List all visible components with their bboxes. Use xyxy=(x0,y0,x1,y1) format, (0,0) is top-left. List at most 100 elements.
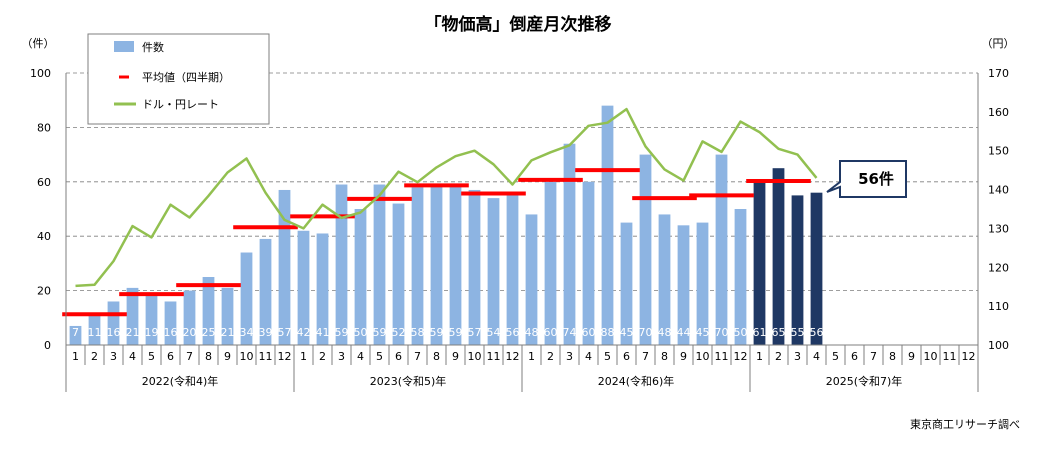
bar xyxy=(620,222,633,345)
year-label: 2023(令和5)年 xyxy=(370,374,447,388)
bar-value-label: 59 xyxy=(335,326,349,339)
month-label: 7 xyxy=(642,350,649,363)
year-label: 2022(令和4)年 xyxy=(142,374,219,388)
right-y-axis: 100 110 120 130 140 150 160 170 xyxy=(988,67,1009,352)
bar-value-label: 34 xyxy=(240,326,254,339)
bar-value-label: 16 xyxy=(164,326,178,339)
right-y-tick-label: 170 xyxy=(988,67,1009,80)
bar xyxy=(411,187,424,345)
left-y-axis: 0 20 40 60 80 100 xyxy=(30,67,51,352)
bar xyxy=(107,301,120,345)
bar xyxy=(69,325,82,345)
bar-value-label: 57 xyxy=(278,326,292,339)
bar xyxy=(772,168,785,345)
bar xyxy=(183,290,196,345)
bar xyxy=(297,230,310,345)
left-y-tick-label: 80 xyxy=(37,121,51,134)
bar xyxy=(639,154,652,345)
bar xyxy=(791,195,804,345)
bar-value-label: 56 xyxy=(810,326,824,339)
bar-value-label: 59 xyxy=(430,326,444,339)
bar-value-label: 7 xyxy=(72,326,79,339)
bar-value-label: 16 xyxy=(107,326,121,339)
bar-value-label: 50 xyxy=(354,326,368,339)
month-label: 9 xyxy=(224,350,231,363)
right-axis-unit: （円） xyxy=(982,37,1015,50)
legend-avg-label: 平均値（四半期） xyxy=(142,70,230,84)
month-label: 1 xyxy=(528,350,535,363)
bar-value-label: 57 xyxy=(468,326,482,339)
right-y-tick-label: 120 xyxy=(988,261,1009,274)
month-label: 5 xyxy=(148,350,155,363)
bar-value-label: 39 xyxy=(259,326,273,339)
month-label: 3 xyxy=(110,350,117,363)
bar xyxy=(810,192,823,345)
month-label: 11 xyxy=(259,350,273,363)
month-label: 11 xyxy=(715,350,729,363)
month-label: 4 xyxy=(129,350,136,363)
bar-value-label: 44 xyxy=(677,326,691,339)
month-label: 1 xyxy=(72,350,79,363)
bar xyxy=(259,238,272,345)
month-label: 7 xyxy=(414,350,421,363)
month-label: 12 xyxy=(278,350,292,363)
month-label: 8 xyxy=(205,350,212,363)
month-label: 6 xyxy=(395,350,402,363)
bar xyxy=(544,181,557,345)
right-y-tick-label: 110 xyxy=(988,300,1009,313)
month-label: 1 xyxy=(756,350,763,363)
bar-value-label: 48 xyxy=(658,326,672,339)
bar xyxy=(582,181,595,345)
month-label: 4 xyxy=(813,350,820,363)
bar-value-label: 45 xyxy=(620,326,634,339)
bar-value-label: 11 xyxy=(88,326,102,339)
legend-fx-label: ドル・円レート xyxy=(142,98,219,111)
bar-value-label: 61 xyxy=(753,326,767,339)
bar xyxy=(202,277,215,345)
month-label: 5 xyxy=(604,350,611,363)
month-label: 5 xyxy=(376,350,383,363)
left-y-tick-label: 40 xyxy=(37,230,51,243)
bar xyxy=(88,315,101,345)
bar-value-label: 54 xyxy=(487,326,501,339)
month-label: 8 xyxy=(433,350,440,363)
bar-value-label: 41 xyxy=(316,326,330,339)
bar-value-label: 70 xyxy=(715,326,729,339)
bar-value-label: 52 xyxy=(392,326,406,339)
month-label: 6 xyxy=(167,350,174,363)
month-label: 2 xyxy=(319,350,326,363)
month-label: 2 xyxy=(775,350,782,363)
month-label: 4 xyxy=(357,350,364,363)
bar xyxy=(316,233,329,345)
bar-value-label: 58 xyxy=(411,326,425,339)
right-y-tick-label: 160 xyxy=(988,106,1009,119)
source-note: 東京商工リサーチ調べ xyxy=(910,417,1020,431)
bar-value-label: 60 xyxy=(544,326,558,339)
month-label: 10 xyxy=(240,350,254,363)
bar xyxy=(354,209,367,345)
month-label: 7 xyxy=(870,350,877,363)
month-label: 7 xyxy=(186,350,193,363)
month-label: 5 xyxy=(832,350,839,363)
bar-value-label: 59 xyxy=(373,326,387,339)
callout-label: 56件 xyxy=(858,170,894,188)
bar xyxy=(563,143,576,345)
bar xyxy=(468,189,481,345)
bar-value-label: 19 xyxy=(145,326,159,339)
month-label: 9 xyxy=(680,350,687,363)
bar-value-label: 21 xyxy=(126,326,140,339)
legend-bar-swatch xyxy=(114,41,134,52)
bar xyxy=(658,214,671,345)
month-label: 12 xyxy=(734,350,748,363)
year-label: 2025(令和7)年 xyxy=(826,374,903,388)
bar xyxy=(145,293,158,345)
bar xyxy=(506,192,519,345)
callout: 56件 xyxy=(826,160,907,198)
bar xyxy=(278,189,291,345)
bar xyxy=(696,222,709,345)
bar xyxy=(164,301,177,345)
bar-value-label: 25 xyxy=(202,326,216,339)
left-y-tick-label: 60 xyxy=(37,176,51,189)
bar-series xyxy=(69,105,823,345)
